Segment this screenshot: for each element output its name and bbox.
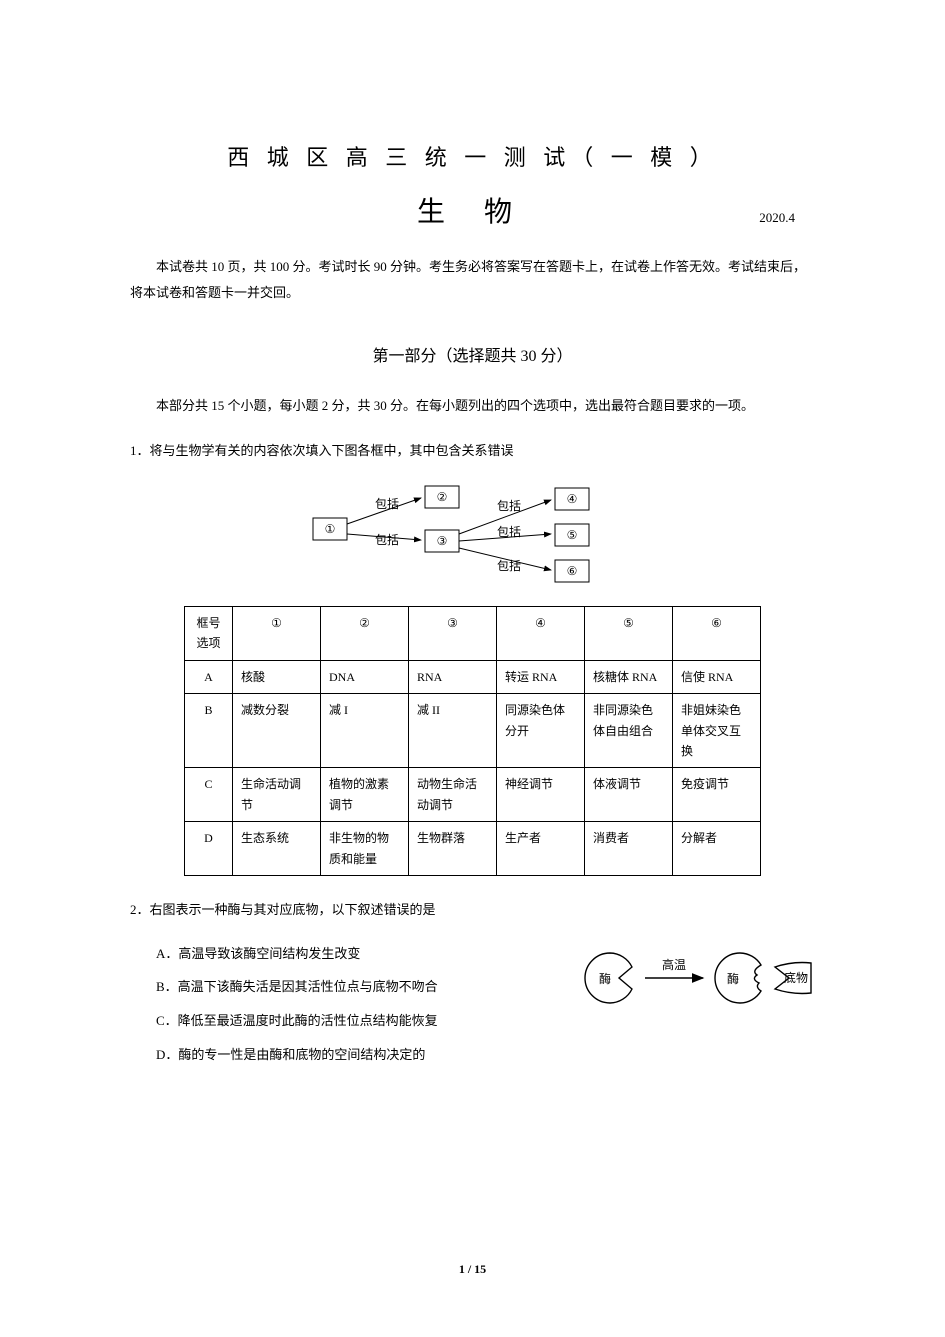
cell: 减 I — [321, 694, 409, 768]
cell: 分解者 — [673, 822, 761, 876]
cell: 免疫调节 — [673, 768, 761, 822]
hdr-c0a: 框号 — [196, 616, 220, 630]
exam-intro: 本试卷共 10 页，共 100 分。考试时长 90 分钟。考生务必将答案写在答题… — [130, 254, 815, 306]
cell: 核酸 — [233, 660, 321, 693]
node-1: ① — [324, 522, 335, 536]
q2-options: A．高温导致该酶空间结构发生改变 B．高温下该酶失活是因其活性位点与底物不吻合 … — [130, 937, 555, 1072]
fig-right-enzyme-label: 酶 — [727, 971, 739, 986]
edge-label-2: 包括 — [375, 532, 399, 547]
q2-text: 2．右图表示一种酶与其对应底物，以下叙述错误的是 — [130, 898, 815, 923]
edge-label-3: 包括 — [497, 498, 521, 513]
node-3: ③ — [436, 534, 447, 548]
edge-label-5: 包括 — [497, 558, 521, 573]
row-label: B — [185, 694, 233, 768]
cell: 生命活动调节 — [233, 768, 321, 822]
q2-option-d: D．酶的专一性是由酶和底物的空间结构决定的 — [156, 1038, 555, 1072]
cell: 核糖体 RNA — [585, 660, 673, 693]
q2-option-b: B．高温下该酶失活是因其活性位点与底物不吻合 — [156, 970, 555, 1004]
cell: 动物生命活动调节 — [409, 768, 497, 822]
cell: 生态系统 — [233, 822, 321, 876]
page: 西 城 区 高 三 统 一 测 试（ 一 模 ） 生 物 2020.4 本试卷共… — [0, 0, 945, 1337]
fig-substrate-label: 底物 — [784, 970, 808, 985]
q2-option-a: A．高温导致该酶空间结构发生改变 — [156, 937, 555, 971]
hdr-c1: ① — [233, 607, 321, 661]
section-1-title: 第一部分（选择题共 30 分） — [130, 342, 815, 366]
hdr-c6: ⑥ — [673, 607, 761, 661]
q2-body: A．高温导致该酶空间结构发生改变 B．高温下该酶失活是因其活性位点与底物不吻合 … — [130, 937, 815, 1072]
cell: 减数分裂 — [233, 694, 321, 768]
table-row: B 减数分裂 减 I 减 II 同源染色体分开 非同源染色体自由组合 非姐妹染色… — [185, 694, 761, 768]
cell: 非姐妹染色单体交叉互换 — [673, 694, 761, 768]
edge-label-1: 包括 — [375, 496, 399, 511]
q1-text: 1．将与生物学有关的内容依次填入下图各框中，其中包含关系错误 — [130, 439, 815, 464]
row-label: A — [185, 660, 233, 693]
cell: 植物的激素调节 — [321, 768, 409, 822]
q2-figure: 酶 高温 酶 底物 — [575, 943, 815, 1018]
cell: 信使 RNA — [673, 660, 761, 693]
table-row: A 核酸 DNA RNA 转运 RNA 核糖体 RNA 信使 RNA — [185, 660, 761, 693]
hdr-c3: ③ — [409, 607, 497, 661]
node-5: ⑤ — [566, 528, 577, 542]
row-label: C — [185, 768, 233, 822]
q1-table: 框号 选项 ① ② ③ ④ ⑤ ⑥ A 核酸 DNA RNA 转运 RNA 核糖… — [184, 606, 761, 876]
hdr-c4: ④ — [497, 607, 585, 661]
cell: 减 II — [409, 694, 497, 768]
cell: DNA — [321, 660, 409, 693]
edge-label-4: 包括 — [497, 524, 521, 539]
cell: 消费者 — [585, 822, 673, 876]
cell: 生产者 — [497, 822, 585, 876]
section-1-intro: 本部分共 15 个小题，每小题 2 分，共 30 分。在每小题列出的四个选项中，… — [130, 394, 815, 417]
q1-diagram: ① 包括 包括 ② ③ 包括 包括 包括 — [130, 478, 815, 588]
cell: 非同源染色体自由组合 — [585, 694, 673, 768]
cell: RNA — [409, 660, 497, 693]
node-4: ④ — [566, 492, 577, 506]
fig-arrow-label: 高温 — [662, 957, 686, 972]
table-header-row: 框号 选项 ① ② ③ ④ ⑤ ⑥ — [185, 607, 761, 661]
exam-title: 西 城 区 高 三 统 一 测 试（ 一 模 ） — [130, 140, 815, 172]
cell: 转运 RNA — [497, 660, 585, 693]
cell: 非生物的物质和能量 — [321, 822, 409, 876]
table-row: D 生态系统 非生物的物质和能量 生物群落 生产者 消费者 分解者 — [185, 822, 761, 876]
cell: 体液调节 — [585, 768, 673, 822]
row-label: D — [185, 822, 233, 876]
cell: 神经调节 — [497, 768, 585, 822]
page-number: 1 / 15 — [0, 1262, 945, 1277]
cell: 同源染色体分开 — [497, 694, 585, 768]
node-6: ⑥ — [566, 564, 577, 578]
table-row: C 生命活动调节 植物的激素调节 动物生命活动调节 神经调节 体液调节 免疫调节 — [185, 768, 761, 822]
hdr-c5: ⑤ — [585, 607, 673, 661]
q2-option-c: C．降低至最适温度时此酶的活性位点结构能恢复 — [156, 1004, 555, 1038]
subject-row: 生 物 2020.4 — [130, 190, 815, 230]
cell: 生物群落 — [409, 822, 497, 876]
exam-date: 2020.4 — [759, 210, 795, 226]
hdr-c2: ② — [321, 607, 409, 661]
subject-name: 生 物 — [417, 190, 528, 230]
node-2: ② — [436, 490, 447, 504]
hdr-c0b: 选项 — [196, 636, 220, 650]
fig-left-label: 酶 — [599, 971, 611, 986]
